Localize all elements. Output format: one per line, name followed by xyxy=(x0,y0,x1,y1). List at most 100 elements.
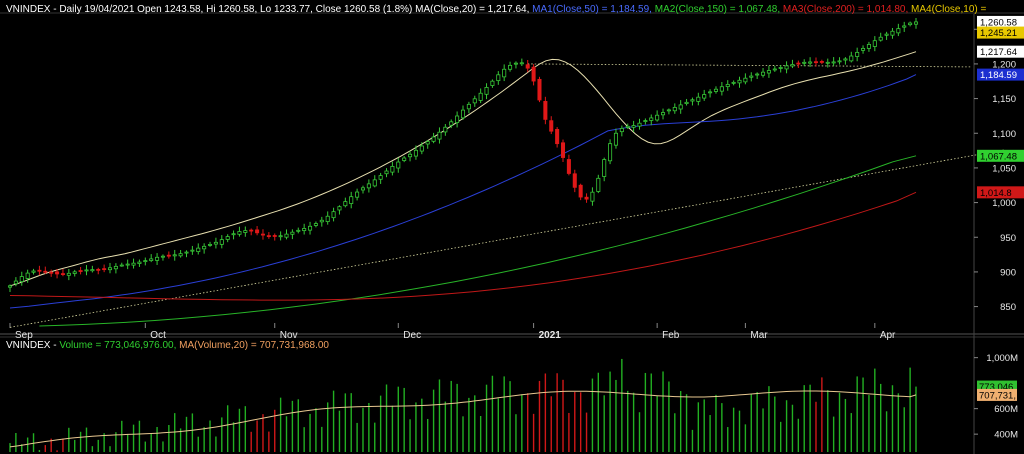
candle-body xyxy=(166,254,171,257)
month-label: Apr xyxy=(880,330,896,341)
candle-body xyxy=(208,243,213,246)
month-label: Nov xyxy=(280,330,298,341)
candle-body xyxy=(449,121,454,126)
price-header: VNINDEX - Daily 19/04/2021 Open 1243.58,… xyxy=(6,4,986,16)
candle-body xyxy=(690,99,695,102)
month-label: Feb xyxy=(662,330,680,341)
candle-body xyxy=(590,191,595,202)
candle-body xyxy=(866,44,871,49)
candle-body xyxy=(284,233,289,238)
candle-body xyxy=(761,71,766,76)
price-value-tag-label: 1,067.48 xyxy=(980,151,1017,162)
candle-body xyxy=(113,265,118,270)
price-header-prefix: VNINDEX - Daily 19/04/2021 Open 1243.58,… xyxy=(6,4,413,15)
candle-body xyxy=(266,235,271,238)
candle-body xyxy=(178,253,183,257)
candle-body xyxy=(272,235,277,237)
volume-tick-label: 400M xyxy=(994,430,1018,441)
candle-body xyxy=(578,184,583,198)
candle-body xyxy=(419,145,424,152)
candle-body xyxy=(296,229,301,232)
candle-body xyxy=(231,233,236,236)
candle-body xyxy=(555,129,560,145)
candle-body xyxy=(107,267,113,271)
candle-body xyxy=(872,40,877,47)
candle-body xyxy=(808,61,813,64)
candle-body xyxy=(672,106,677,112)
candle-body xyxy=(649,117,654,121)
candle-body xyxy=(566,159,571,174)
volume-header-prefix: VNINDEX - xyxy=(6,340,60,351)
candle-body xyxy=(290,231,295,235)
price-value-tag-bg xyxy=(977,15,1024,28)
volume-header-vol: Volume = 773,046,976.00, xyxy=(59,340,177,351)
candle-body xyxy=(896,28,901,34)
candle-body xyxy=(7,285,13,288)
candle-body xyxy=(460,109,466,119)
candle-body xyxy=(619,127,624,133)
candle-body xyxy=(278,235,283,238)
volume-tick-label: 1,000M xyxy=(986,353,1018,364)
candle-body xyxy=(713,88,718,92)
month-label: Sep xyxy=(15,330,33,341)
candle-body xyxy=(790,64,795,67)
price-header-ma3: MA3(Close,200) = 1,014.80, xyxy=(782,4,909,15)
candle-body xyxy=(772,68,777,71)
price-value-tag: 1,217.64 xyxy=(977,45,1024,58)
candle-body xyxy=(484,87,489,95)
candle-body xyxy=(608,143,613,162)
price-tick-label: 850 xyxy=(1000,302,1016,313)
price-value-tag-label: 1,260.58 xyxy=(980,17,1017,28)
candle-body xyxy=(719,86,724,92)
price-tick-label: 1,000 xyxy=(992,198,1016,209)
price-value-tag: 1,014.8 xyxy=(977,186,1024,199)
candle-body xyxy=(372,179,377,187)
candle-body xyxy=(666,109,671,112)
candle-body xyxy=(308,225,313,231)
price-header-ma2: MA2(Close,150) = 1,067.48, xyxy=(654,4,781,15)
candle-body xyxy=(749,75,754,78)
month-label: Oct xyxy=(150,330,166,341)
candle-body xyxy=(360,187,366,191)
volume-ma-line xyxy=(9,390,917,448)
candle-body xyxy=(384,170,389,175)
candle-body xyxy=(413,149,418,157)
candle-body xyxy=(213,241,218,245)
candle-body xyxy=(831,61,836,64)
price-value-tag-bg xyxy=(977,149,1024,162)
price-value-tag: 1,260.58 xyxy=(977,15,1024,28)
candle-body xyxy=(819,61,824,63)
candle-body xyxy=(49,271,54,274)
candle-body xyxy=(437,131,442,140)
candle-body xyxy=(543,101,548,120)
volume-tick-label: 600M xyxy=(994,404,1018,415)
candle-body xyxy=(102,268,107,271)
candle-body xyxy=(337,206,342,211)
candle-body xyxy=(55,271,60,275)
candle-body xyxy=(260,233,265,236)
candle-body xyxy=(343,201,348,207)
month-label: Mar xyxy=(750,330,768,341)
candle-body xyxy=(884,33,889,36)
candle-body xyxy=(755,73,760,76)
price-value-tag: 1,245.21 xyxy=(977,26,1024,39)
candle-body xyxy=(143,260,148,263)
candle-body xyxy=(131,262,136,266)
candle-body xyxy=(584,196,589,200)
ma-line xyxy=(9,51,917,287)
candle-body xyxy=(37,269,42,272)
price-tick-label: 1,050 xyxy=(992,163,1016,174)
candle-body xyxy=(596,177,601,192)
candle-body xyxy=(861,47,866,51)
candle-body xyxy=(443,126,448,133)
candle-body xyxy=(537,78,542,101)
price-value-tag-bg xyxy=(977,45,1024,58)
price-value-tag-bg xyxy=(977,186,1024,199)
candle-body xyxy=(149,258,154,261)
candle-body xyxy=(849,55,854,62)
candle-body xyxy=(237,231,242,235)
candle-body xyxy=(196,247,201,252)
candle-body xyxy=(396,161,401,169)
candle-body xyxy=(572,173,577,188)
